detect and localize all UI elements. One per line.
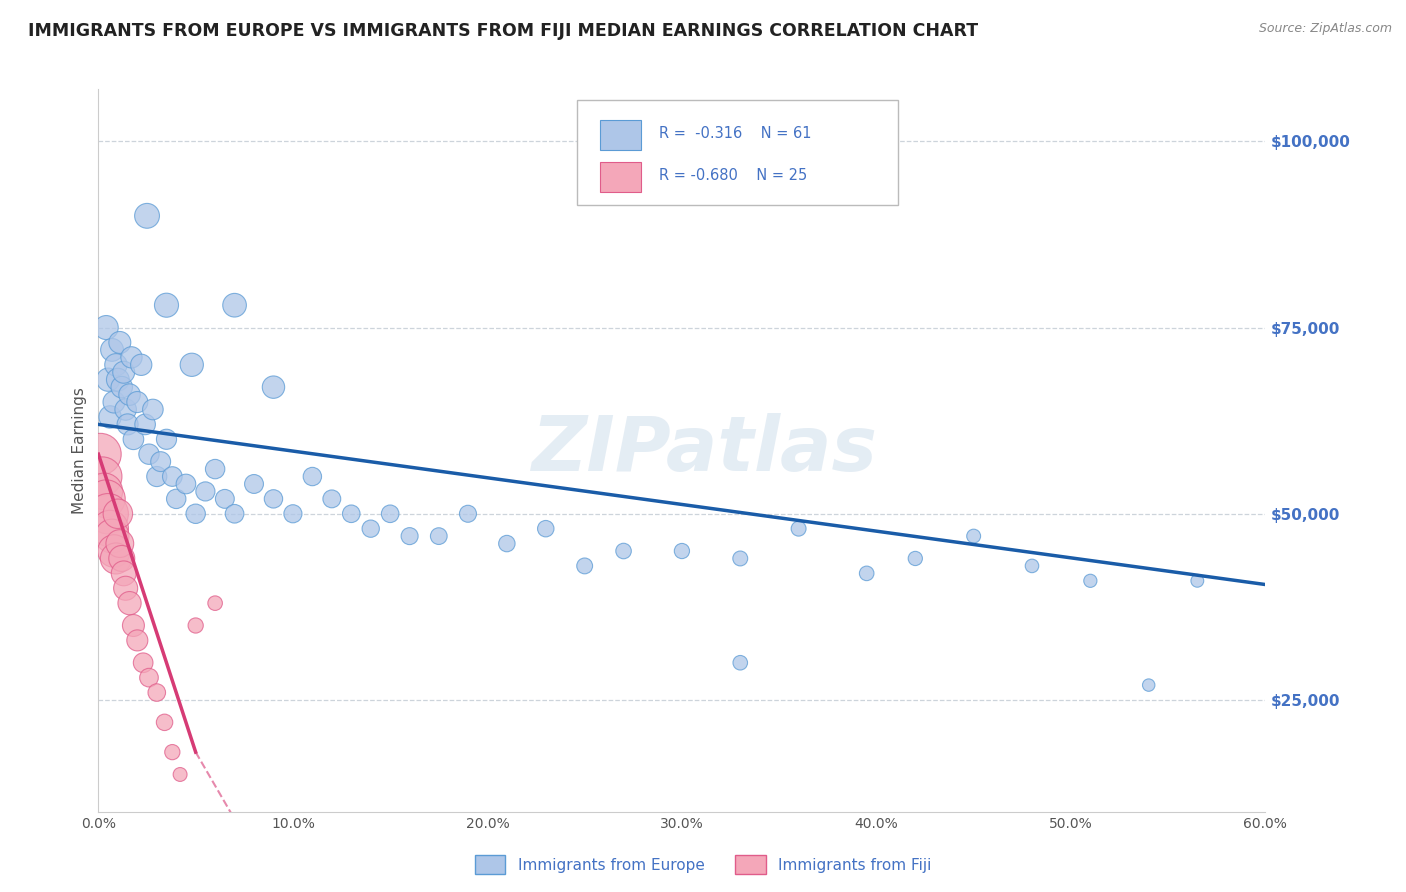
Text: R = -0.680    N = 25: R = -0.680 N = 25 [658, 168, 807, 183]
Point [155, 298, 177, 312]
Point [904, 551, 927, 566]
Point [613, 544, 636, 558]
Point [162, 745, 184, 759]
Point [730, 551, 752, 566]
Point [118, 596, 141, 610]
Point [146, 469, 169, 483]
Point [96, 491, 118, 506]
Bar [600, 161, 641, 192]
Text: ZIPatlas: ZIPatlas [533, 414, 879, 487]
Point [96, 320, 118, 334]
Point [574, 558, 596, 573]
Point [146, 685, 169, 699]
Point [114, 402, 136, 417]
Point [534, 522, 557, 536]
Point [98, 409, 121, 424]
Point [104, 551, 127, 566]
Point [122, 618, 145, 632]
Point [91, 469, 114, 483]
Point [457, 507, 479, 521]
Point [262, 491, 284, 506]
Point [496, 536, 519, 550]
Point [111, 551, 134, 566]
Point [103, 544, 125, 558]
Point [132, 656, 155, 670]
Point [1021, 558, 1043, 573]
Point [398, 529, 420, 543]
Point [380, 507, 402, 521]
Bar [600, 120, 641, 150]
Point [224, 507, 246, 521]
Point [243, 477, 266, 491]
Legend: Immigrants from Europe, Immigrants from Fiji: Immigrants from Europe, Immigrants from … [468, 849, 938, 880]
Point [93, 484, 115, 499]
Point [224, 298, 246, 312]
Point [730, 656, 752, 670]
Point [136, 209, 159, 223]
Point [117, 417, 139, 432]
Point [129, 358, 152, 372]
Point [184, 507, 207, 521]
Text: Source: ZipAtlas.com: Source: ZipAtlas.com [1258, 22, 1392, 36]
Y-axis label: Median Earnings: Median Earnings [72, 387, 87, 514]
Point [127, 395, 149, 409]
Point [162, 469, 184, 483]
Point [108, 335, 131, 350]
Point [101, 343, 124, 357]
Point [111, 380, 134, 394]
Point [153, 715, 176, 730]
Point [1187, 574, 1209, 588]
Point [321, 491, 343, 506]
Point [184, 618, 207, 632]
Point [107, 373, 129, 387]
Point [301, 469, 323, 483]
Text: IMMIGRANTS FROM EUROPE VS IMMIGRANTS FROM FIJI MEDIAN EARNINGS CORRELATION CHART: IMMIGRANTS FROM EUROPE VS IMMIGRANTS FRO… [28, 22, 979, 40]
Point [142, 402, 165, 417]
Text: R =  -0.316    N = 61: R = -0.316 N = 61 [658, 126, 811, 141]
Point [165, 491, 187, 506]
Point [107, 507, 129, 521]
Point [855, 566, 877, 581]
Point [787, 522, 810, 536]
Point [127, 633, 149, 648]
Point [214, 491, 236, 506]
Point [112, 365, 135, 379]
Point [101, 529, 124, 543]
Point [118, 387, 141, 401]
Point [121, 351, 143, 365]
Point [103, 395, 125, 409]
Point [108, 536, 131, 550]
Point [89, 447, 111, 461]
Point [97, 373, 120, 387]
Point [122, 432, 145, 446]
Point [204, 596, 226, 610]
Point [262, 380, 284, 394]
Point [155, 432, 177, 446]
Point [112, 566, 135, 581]
Point [97, 507, 120, 521]
Point [98, 522, 121, 536]
Point [174, 477, 197, 491]
Point [962, 529, 984, 543]
Point [169, 767, 191, 781]
Point [114, 581, 136, 595]
Point [138, 671, 160, 685]
Point [340, 507, 363, 521]
Point [180, 358, 202, 372]
Point [194, 484, 217, 499]
Point [427, 529, 450, 543]
Point [1080, 574, 1102, 588]
Point [138, 447, 160, 461]
Point [149, 455, 172, 469]
Point [204, 462, 226, 476]
Point [360, 522, 382, 536]
Point [1137, 678, 1160, 692]
Point [671, 544, 693, 558]
Point [104, 358, 127, 372]
Point [134, 417, 156, 432]
Point [281, 507, 304, 521]
FancyBboxPatch shape [576, 100, 898, 205]
